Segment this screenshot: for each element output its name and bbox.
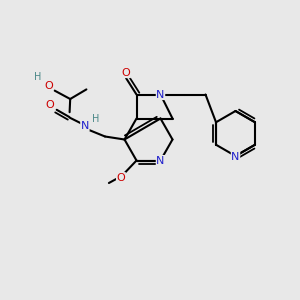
Text: N: N <box>231 152 240 162</box>
Text: H: H <box>92 113 100 124</box>
Text: N: N <box>81 121 89 131</box>
Text: H: H <box>34 72 42 82</box>
Text: N: N <box>156 89 165 100</box>
Text: O: O <box>46 100 55 110</box>
Text: O: O <box>122 68 130 78</box>
Text: O: O <box>44 81 53 91</box>
Text: N: N <box>156 155 165 166</box>
Text: O: O <box>116 172 125 183</box>
